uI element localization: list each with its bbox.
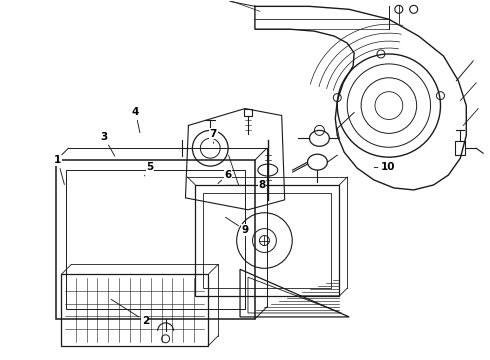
Bar [61, 274, 208, 346]
Text: 2: 2 [111, 300, 149, 326]
Text: 8: 8 [226, 180, 266, 190]
Text: 7: 7 [210, 129, 217, 143]
Bar [455, 141, 466, 155]
Text: 10: 10 [374, 162, 396, 172]
Bar [196, 185, 339, 296]
Bar [56, 160, 255, 319]
Text: 6: 6 [218, 170, 232, 184]
Text: 4: 4 [132, 107, 140, 132]
Text: 5: 5 [145, 162, 154, 176]
Text: 3: 3 [100, 132, 115, 156]
Text: 1: 1 [54, 156, 64, 184]
Bar [203, 193, 331, 288]
Bar [66, 170, 245, 309]
Bar [244, 109, 252, 117]
Text: 9: 9 [225, 217, 248, 235]
